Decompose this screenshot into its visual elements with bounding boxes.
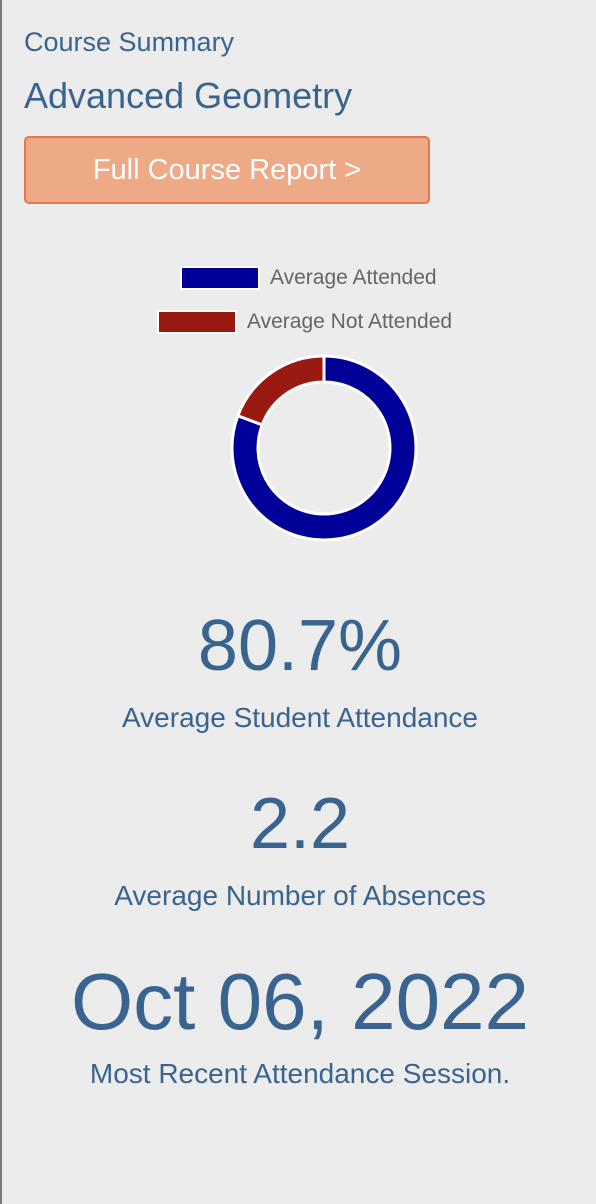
attendance-donut-chart [230, 354, 418, 542]
average-absences-value: 2.2 [249, 784, 351, 864]
legend-label-not-attended: Average Not Attended [247, 310, 453, 333]
recent-session-label: Most Recent Attendance Session. [89, 1058, 511, 1089]
legend-swatch-not-attended [157, 310, 237, 334]
donut-slice-attended[interactable] [230, 354, 418, 542]
legend-item-attended[interactable]: Average Attended [180, 265, 437, 291]
full-course-report-button[interactable]: Full Course Report > [24, 136, 430, 204]
course-title: Advanced Geometry [24, 75, 353, 116]
average-attendance-label: Average Student Attendance [122, 702, 478, 733]
recent-session-date: Oct 06, 2022 [70, 957, 530, 1046]
course-summary-label: Course Summary [24, 27, 235, 57]
average-attendance-value: 80.7% [197, 606, 403, 686]
legend-item-not-attended[interactable]: Average Not Attended [157, 309, 452, 335]
average-absences-label: Average Number of Absences [114, 880, 486, 911]
legend-swatch-attended [180, 266, 260, 290]
donut-slice-not-attended[interactable] [235, 354, 326, 427]
legend-label-attended: Average Attended [270, 266, 437, 289]
